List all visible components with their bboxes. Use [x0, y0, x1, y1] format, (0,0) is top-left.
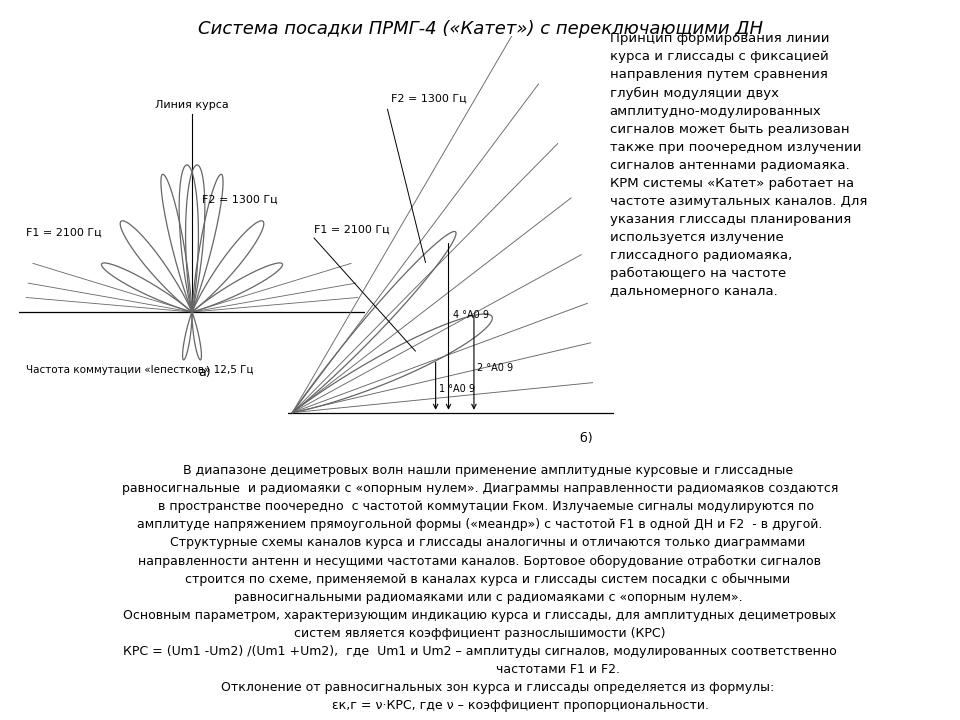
Text: В диапазоне дециметровых волн нашли применение амплитудные курсовые и глиссадные: В диапазоне дециметровых волн нашли прим…	[122, 464, 838, 711]
Text: б): б)	[568, 432, 593, 445]
Text: а): а)	[199, 366, 211, 379]
Text: F1 = 2100 Гц: F1 = 2100 Гц	[26, 228, 101, 238]
Text: 4 °A0 9: 4 °A0 9	[453, 310, 489, 320]
Text: 2 °A0 9: 2 °A0 9	[477, 363, 514, 373]
Text: Линия курса: Линия курса	[156, 100, 228, 109]
Text: F1 = 2100 Гц: F1 = 2100 Гц	[314, 225, 390, 235]
Text: Частота коммутации «lепестков» 12,5 Гц: Частота коммутации «lепестков» 12,5 Гц	[26, 364, 253, 374]
Text: Система посадки ПРМГ-4 («Катет») с переключающими ДН: Система посадки ПРМГ-4 («Катет») с перек…	[198, 20, 762, 38]
Text: Принцип формирования линии
курса и глиссады с фиксацией
направления путем сравне: Принцип формирования линии курса и глисс…	[610, 32, 867, 298]
Text: F2 = 1300 Гц: F2 = 1300 Гц	[391, 94, 467, 104]
Text: F2 = 1300 Гц: F2 = 1300 Гц	[203, 194, 277, 204]
Text: 1 °A0 9: 1 °A0 9	[439, 384, 475, 395]
